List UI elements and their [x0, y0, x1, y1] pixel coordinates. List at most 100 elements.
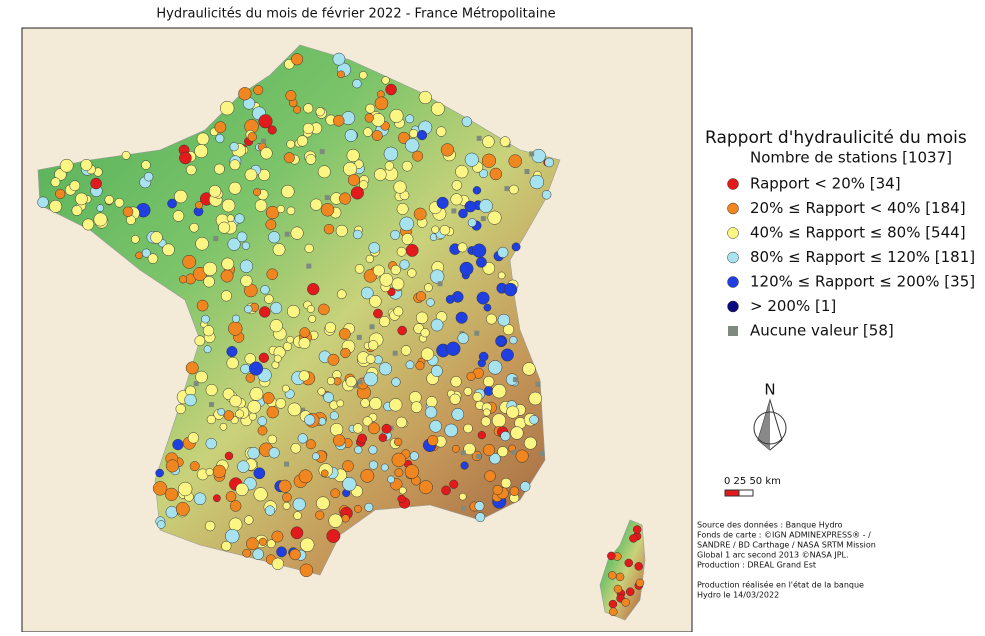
station — [364, 113, 374, 123]
station — [259, 306, 271, 318]
station — [195, 370, 208, 384]
station — [539, 450, 545, 456]
station — [634, 562, 643, 571]
station — [244, 304, 253, 314]
station — [253, 467, 266, 480]
station — [257, 416, 268, 426]
station — [261, 138, 267, 144]
station — [319, 149, 325, 155]
station — [237, 460, 250, 473]
station — [292, 497, 306, 511]
station — [242, 548, 252, 558]
station — [380, 463, 389, 472]
station — [269, 319, 283, 333]
station — [320, 203, 335, 217]
station — [157, 520, 166, 529]
station — [300, 537, 315, 552]
station — [415, 311, 429, 324]
stations — [37, 52, 645, 617]
station — [299, 327, 310, 338]
station — [430, 318, 444, 332]
source-line: Source des données : Banque Hydro — [697, 520, 843, 530]
station — [426, 298, 435, 307]
station — [400, 345, 412, 356]
station — [480, 216, 486, 222]
station — [307, 283, 320, 296]
station — [303, 103, 314, 114]
station — [272, 243, 286, 256]
station — [369, 324, 375, 330]
station — [221, 198, 236, 213]
station — [315, 510, 325, 520]
station — [368, 340, 379, 351]
station — [480, 416, 491, 427]
station — [487, 210, 502, 225]
station — [203, 275, 215, 288]
station — [504, 186, 510, 192]
station — [212, 464, 226, 478]
station — [258, 168, 271, 181]
station — [390, 229, 401, 240]
station — [513, 377, 519, 383]
station — [455, 165, 469, 179]
station — [420, 328, 430, 338]
station — [187, 432, 200, 444]
station — [441, 485, 451, 496]
station — [310, 198, 323, 211]
station — [389, 398, 403, 412]
station — [420, 347, 435, 361]
station — [260, 147, 273, 160]
station — [267, 125, 277, 135]
station — [613, 584, 623, 594]
station — [293, 105, 302, 114]
station — [629, 534, 638, 543]
station — [298, 370, 310, 382]
station — [503, 282, 518, 297]
station — [452, 444, 460, 453]
station — [632, 525, 642, 534]
station — [219, 100, 235, 116]
station — [437, 281, 443, 287]
station — [391, 377, 401, 387]
station — [317, 165, 331, 179]
station — [489, 167, 503, 181]
station — [497, 246, 509, 258]
station — [164, 487, 179, 502]
station — [399, 259, 410, 270]
station — [290, 526, 304, 540]
station — [220, 290, 232, 302]
source-line: Global 1 arc second 2013 ©NASA JPL. — [697, 551, 849, 560]
station — [500, 477, 512, 489]
station — [179, 275, 188, 284]
station — [329, 411, 339, 421]
station — [506, 405, 520, 419]
station — [354, 445, 363, 454]
station — [344, 129, 358, 142]
station — [360, 286, 374, 300]
station — [341, 514, 350, 523]
station — [291, 53, 304, 66]
station — [315, 107, 325, 117]
station — [451, 180, 463, 191]
station — [114, 197, 125, 208]
station — [336, 399, 345, 408]
station — [37, 196, 49, 208]
station — [379, 315, 391, 328]
station — [359, 71, 368, 80]
station — [238, 87, 252, 101]
station — [317, 387, 326, 396]
station — [247, 132, 257, 142]
station — [50, 177, 61, 188]
station — [483, 303, 492, 312]
station — [405, 138, 420, 153]
legend-marker — [727, 251, 739, 264]
station — [450, 193, 463, 206]
station — [258, 537, 268, 546]
station — [311, 452, 320, 461]
station — [302, 122, 314, 135]
station — [287, 402, 302, 417]
station — [510, 426, 524, 440]
station — [416, 130, 428, 141]
station — [229, 500, 242, 512]
